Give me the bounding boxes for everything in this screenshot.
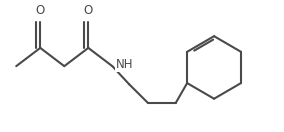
- Text: NH: NH: [116, 58, 133, 71]
- Text: O: O: [84, 4, 93, 17]
- Text: O: O: [36, 4, 45, 17]
